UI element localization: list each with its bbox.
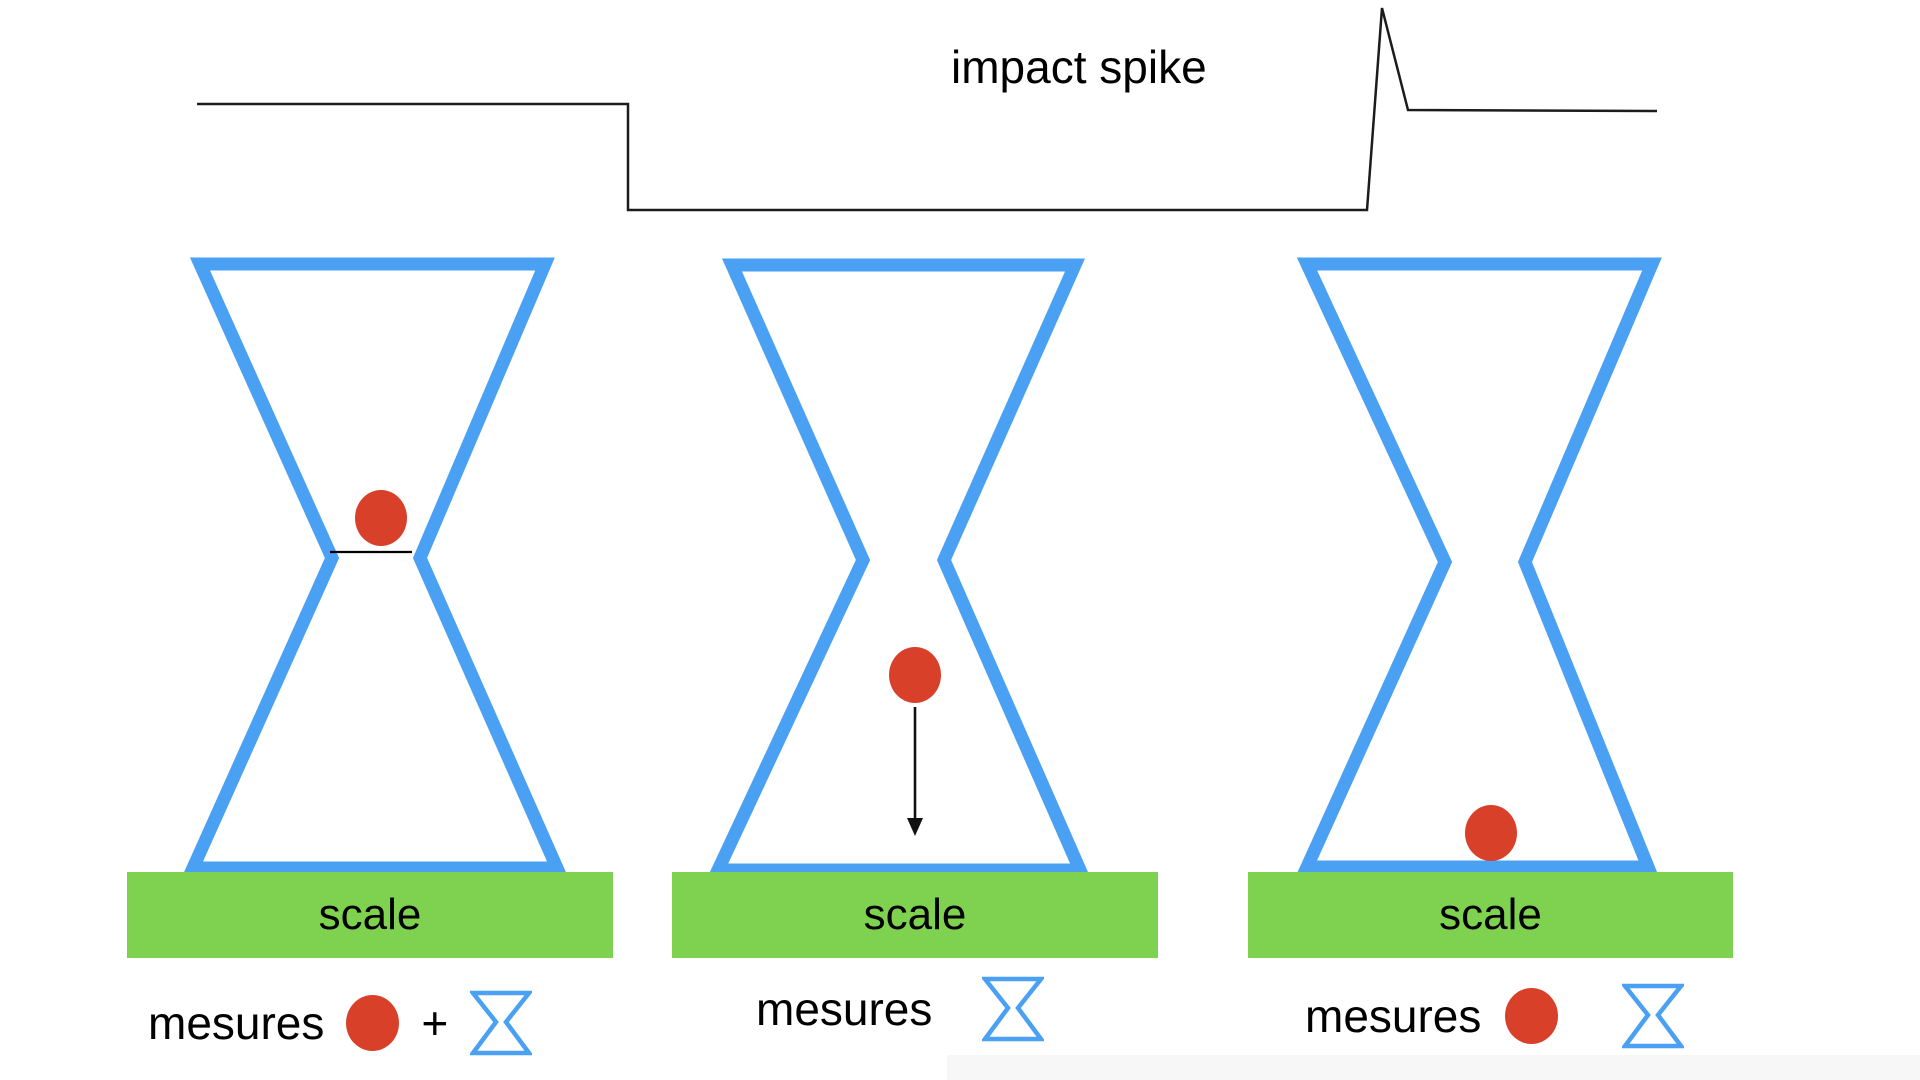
ball-landed [1465, 805, 1517, 861]
scale-label: scale [863, 890, 967, 939]
scale-plate-right: scale [1248, 872, 1733, 958]
hourglass-icon [982, 976, 1045, 1042]
scale-label: scale [318, 890, 422, 939]
hourglass-right [1296, 257, 1662, 874]
signal-trace [197, 7, 1658, 212]
red-ball-icon [346, 995, 400, 1051]
measures-row-right: mesures [1305, 983, 1685, 1049]
scale-plate-middle: scale [672, 872, 1158, 958]
measures-label: mesures [1305, 990, 1482, 1042]
bottom-gray-band [947, 1055, 1920, 1080]
ball-falling [889, 647, 941, 703]
hourglass-icon [1622, 983, 1685, 1049]
measures-row-middle: mesures [756, 976, 1045, 1042]
red-ball-icon [1505, 988, 1559, 1044]
hourglass-left [182, 257, 567, 875]
hourglass-middle [707, 258, 1090, 877]
ball-at-neck [355, 490, 407, 546]
hourglass-icon [470, 990, 533, 1056]
fall-arrow-head [907, 818, 923, 836]
scale-label: scale [1439, 890, 1542, 939]
impact-spike-label: impact spike [951, 41, 1207, 93]
plus-sign: + [421, 997, 449, 1049]
measures-label: mesures [148, 997, 325, 1049]
scale-plate-left: scale [127, 872, 613, 958]
measures-label: mesures [756, 983, 933, 1035]
measures-row-left: mesures + [148, 990, 533, 1056]
